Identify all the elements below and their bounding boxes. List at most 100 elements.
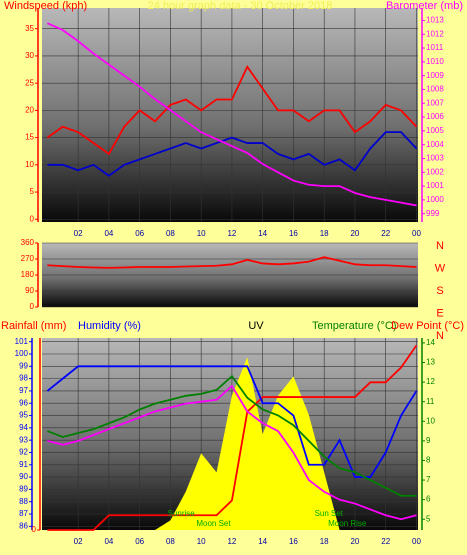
y-tick-label: 9 [426, 436, 431, 445]
compass-label: N [436, 330, 444, 342]
annotation: Moon Rise [328, 519, 367, 528]
y-tick-label: 93 [19, 435, 28, 444]
compass-label: W [435, 262, 446, 274]
uv-area [47, 357, 417, 530]
axis-title: Rainfall (mm) [1, 320, 66, 332]
y-tick-label: 999 [426, 209, 440, 218]
y-tick-label: 95 [19, 411, 28, 420]
series-line [46, 65, 418, 156]
y-tick-label: 1003 [426, 154, 444, 163]
y-tick-label: 98 [19, 374, 28, 383]
y-tick-label: 0 [30, 214, 35, 223]
y-tick-label: 100 [15, 349, 29, 358]
axis-title: Dew Point (°C) [391, 320, 464, 332]
y-tick-label: 1000 [426, 195, 444, 204]
y-tick-label: 0 [32, 525, 37, 534]
x-tick-label: 18 [320, 537, 329, 546]
x-tick-label: 08 [166, 229, 175, 238]
y-tick-label: 92 [19, 448, 28, 457]
axis-title: Barometer (mb) [386, 0, 463, 12]
y-tick-label: 1009 [426, 71, 444, 80]
y-tick-label: 101 [15, 337, 29, 346]
annotation: Moon Set [196, 519, 231, 528]
compass-label: E [436, 307, 443, 319]
series-line [47, 374, 417, 497]
y-tick-label: 1012 [426, 29, 444, 38]
x-tick-label: 00 [412, 229, 421, 238]
x-tick-label: 14 [258, 229, 267, 238]
y-tick-label: 6 [426, 495, 431, 504]
y-tick-label: 1002 [426, 167, 444, 176]
annotation: Sun Set [315, 509, 344, 518]
x-tick-label: 10 [197, 537, 206, 546]
x-tick-label: 06 [135, 229, 144, 238]
x-tick-label: 00 [412, 537, 421, 546]
x-tick-label: 12 [227, 537, 236, 546]
x-tick-label: 08 [166, 537, 175, 546]
x-tick-label: 16 [289, 537, 298, 546]
y-tick-label: 20 [25, 105, 34, 114]
y-tick-label: 90 [25, 286, 34, 295]
series-line [47, 256, 417, 269]
y-tick-label: 15 [25, 133, 34, 142]
y-tick-label: 5 [30, 187, 35, 196]
y-tick-label: 1010 [426, 57, 444, 66]
x-tick-label: 04 [104, 229, 113, 238]
x-tick-label: 18 [320, 229, 329, 238]
axis-title: Temperature (°C) [312, 320, 396, 332]
series-line [47, 384, 417, 521]
x-tick-label: 20 [350, 537, 359, 546]
y-tick-label: 87 [19, 509, 28, 518]
y-tick-label: 1011 [426, 43, 444, 52]
y-tick-label: 35 [25, 24, 34, 33]
y-tick-label: 14 [426, 338, 435, 347]
series-line [47, 344, 418, 531]
series-line [46, 365, 418, 478]
x-tick-label: 16 [289, 229, 298, 238]
x-tick-label: 20 [350, 229, 359, 238]
y-tick-label: 96 [19, 398, 28, 407]
axis-title: 24 hour graph data - 30 October 2018 [148, 0, 333, 12]
y-tick-label: 13 [426, 358, 435, 367]
y-tick-label: 1001 [426, 181, 444, 190]
y-tick-label: 11 [426, 397, 435, 406]
x-tick-label: 02 [74, 537, 83, 546]
series-line [47, 22, 417, 207]
series-line [47, 131, 418, 177]
y-tick-label: 5 [426, 514, 431, 523]
annotation: Sunrise [168, 509, 196, 518]
x-tick-label: 02 [74, 229, 83, 238]
x-tick-label: 10 [197, 229, 206, 238]
y-tick-label: 97 [19, 386, 28, 395]
axis-title: UV [248, 320, 264, 332]
axis-title: Humidity (%) [78, 320, 141, 332]
y-tick-label: 1008 [426, 85, 444, 94]
y-tick-label: 1004 [426, 140, 444, 149]
y-tick-label: 7 [426, 475, 431, 484]
y-tick-label: 1007 [426, 98, 444, 107]
y-tick-label: 12 [426, 377, 435, 386]
compass-label: S [436, 285, 443, 297]
y-tick-label: 99 [19, 361, 28, 370]
x-tick-label: 14 [258, 537, 267, 546]
y-tick-label: 90 [19, 472, 28, 481]
y-tick-label: 10 [25, 160, 34, 169]
y-tick-label: 360 [21, 238, 35, 247]
y-tick-label: 86 [19, 521, 28, 530]
plot-area [42, 8, 418, 222]
y-tick-label: 270 [21, 254, 35, 263]
y-tick-label: 1005 [426, 126, 444, 135]
y-tick-label: 88 [19, 497, 28, 506]
axis-title: Windspeed (kph) [4, 0, 87, 12]
y-tick-label: 25 [25, 78, 34, 87]
x-tick-label: 06 [135, 537, 144, 546]
y-tick-label: 30 [25, 51, 34, 60]
y-tick-label: 94 [19, 423, 28, 432]
x-tick-label: 22 [381, 537, 390, 546]
y-tick-label: 10 [426, 416, 435, 425]
y-tick-label: 91 [19, 460, 28, 469]
x-tick-label: 12 [227, 229, 236, 238]
y-tick-label: 0 [30, 302, 35, 311]
x-tick-label: 22 [381, 229, 390, 238]
